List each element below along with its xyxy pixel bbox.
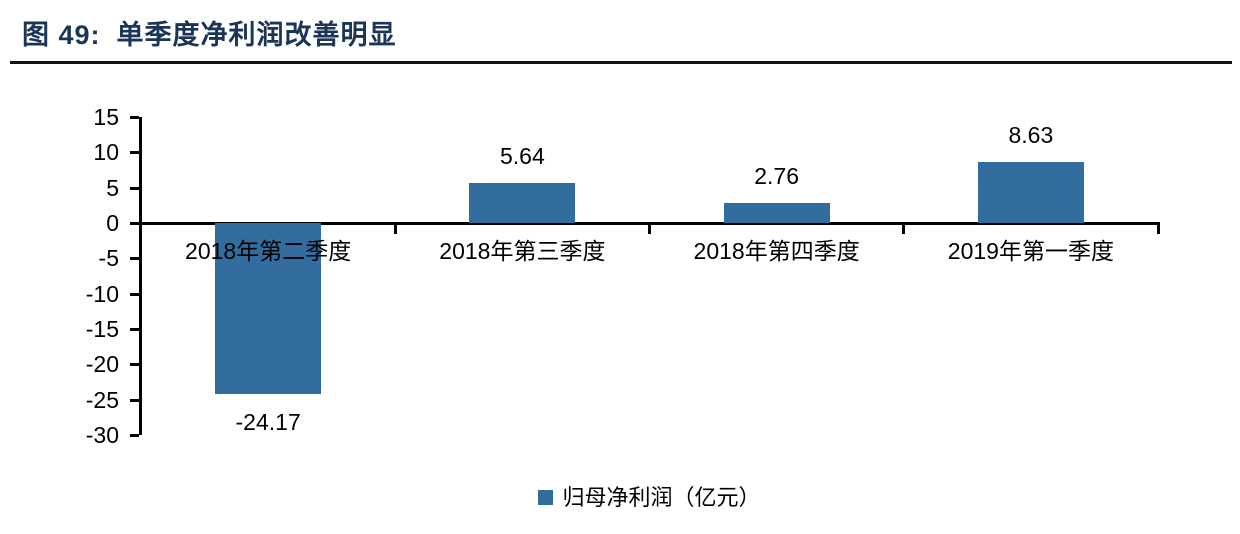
bar-value-label: 8.63 [1008,122,1054,148]
y-axis-tick-label: -5 [98,245,119,272]
x-axis-tick [393,224,397,234]
y-axis-tick [130,257,139,261]
figure-title-text: 单季度净利润改善明显 [116,20,397,50]
y-axis-tick [130,363,139,367]
category-label: 2019年第一季度 [947,238,1114,264]
bar-value-label: 5.64 [499,143,545,170]
chart-legend: 归母净利润（亿元） [141,481,1158,511]
y-axis-tick [130,116,139,119]
bar-value-label: -24.17 [235,408,301,435]
y-axis-tick [130,186,139,190]
legend-swatch [538,489,554,505]
y-axis-tick-label: 10 [93,139,119,166]
bar-value-label: 2.76 [754,163,799,190]
y-axis-tick-label: 0 [106,210,119,236]
y-axis-tick [130,151,139,155]
y-axis-tick [130,434,139,437]
y-axis-tick-label: -15 [85,316,119,342]
y-axis-tick-label: 15 [93,104,119,130]
y-axis-tick [130,398,139,402]
bar [977,162,1084,223]
y-axis-tick [130,292,139,296]
x-axis-line [139,221,1160,225]
figure-title: 图 49: 单季度净利润改善明显 [22,13,397,52]
bar [469,183,576,223]
y-axis-tick [130,222,139,225]
x-axis-tick [902,224,906,234]
y-axis-tick-label: -10 [85,280,119,307]
x-axis-tick [648,224,651,234]
x-axis-tick [1156,224,1160,234]
category-label: 2018年第二季度 [185,238,352,264]
category-label: 2018年第四季度 [693,238,860,264]
category-label: 2018年第三季度 [439,238,606,264]
y-axis-tick [130,328,139,331]
y-axis-tick-label: -25 [85,386,119,413]
y-axis-tick-label: 5 [106,174,119,201]
y-axis-tick-label: -20 [85,351,119,378]
bar [723,203,830,223]
legend-label: 归母净利润（亿元） [562,485,761,510]
y-axis-tick-label: -30 [85,422,119,448]
figure-number: 图 49: [22,20,101,50]
title-divider [10,61,1232,64]
bar [215,223,322,394]
y-axis-line [139,117,142,435]
